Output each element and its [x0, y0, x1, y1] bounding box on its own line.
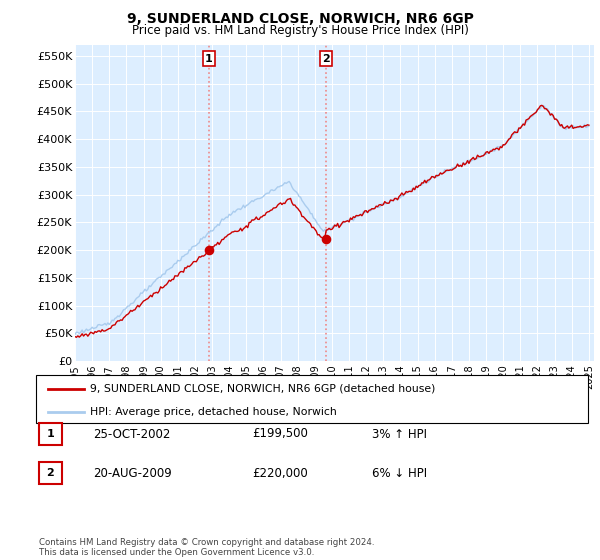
Point: [204, 246, 214, 255]
Text: £220,000: £220,000: [252, 466, 308, 480]
Text: 3% ↑ HPI: 3% ↑ HPI: [372, 427, 427, 441]
Text: 9, SUNDERLAND CLOSE, NORWICH, NR6 6GP (detached house): 9, SUNDERLAND CLOSE, NORWICH, NR6 6GP (d…: [90, 384, 436, 394]
Text: 20-AUG-2009: 20-AUG-2009: [93, 466, 172, 480]
Text: 6% ↓ HPI: 6% ↓ HPI: [372, 466, 427, 480]
Text: 2: 2: [322, 54, 329, 64]
Text: 9, SUNDERLAND CLOSE, NORWICH, NR6 6GP: 9, SUNDERLAND CLOSE, NORWICH, NR6 6GP: [127, 12, 473, 26]
Text: £199,500: £199,500: [252, 427, 308, 441]
Text: Contains HM Land Registry data © Crown copyright and database right 2024.
This d: Contains HM Land Registry data © Crown c…: [39, 538, 374, 557]
Text: 25-OCT-2002: 25-OCT-2002: [93, 427, 170, 441]
Point: [321, 235, 331, 244]
Text: Price paid vs. HM Land Registry's House Price Index (HPI): Price paid vs. HM Land Registry's House …: [131, 24, 469, 37]
Text: HPI: Average price, detached house, Norwich: HPI: Average price, detached house, Norw…: [90, 407, 337, 417]
Text: 1: 1: [205, 54, 213, 64]
Text: 1: 1: [47, 429, 54, 439]
Text: 2: 2: [47, 468, 54, 478]
